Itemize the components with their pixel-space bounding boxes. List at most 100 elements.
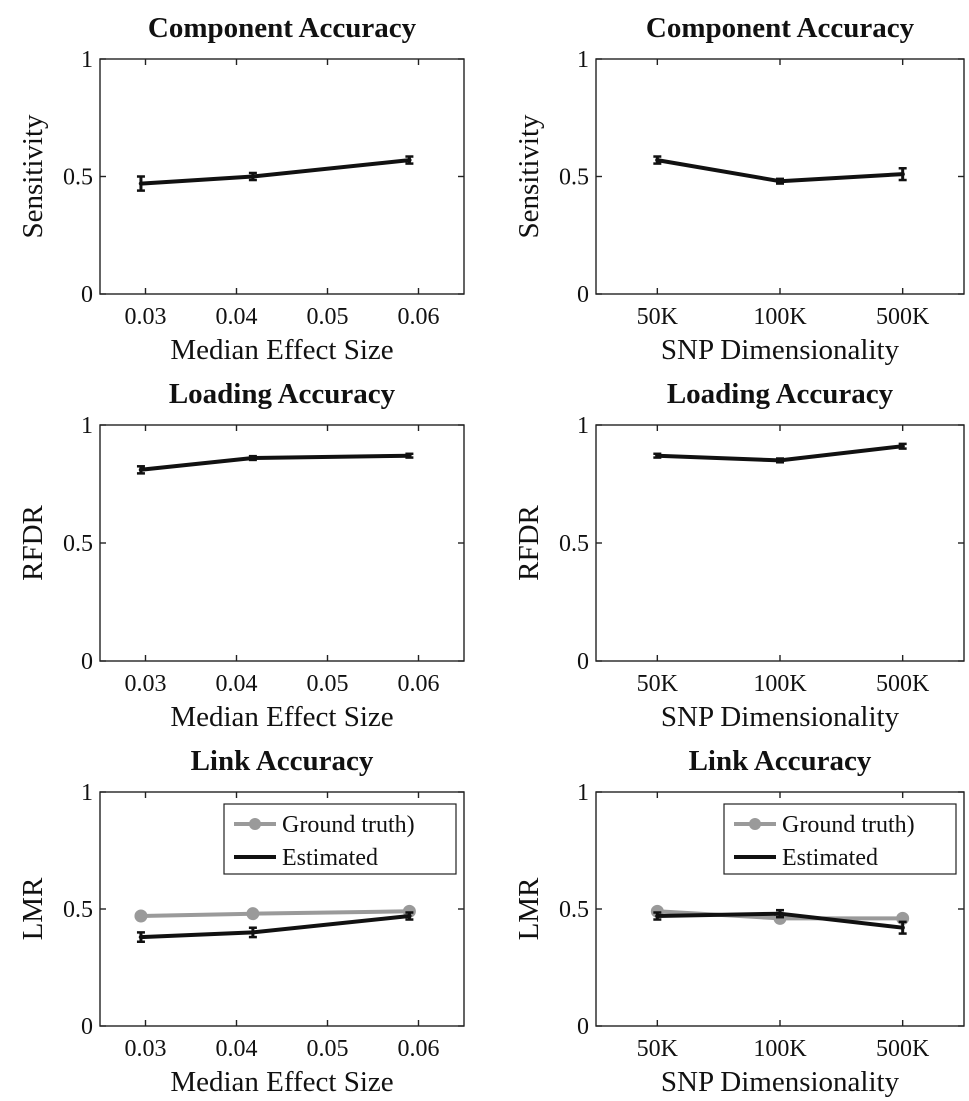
data-point-estimated — [777, 458, 783, 463]
series-line-estimated — [140, 158, 410, 186]
y-tick-label: 0 — [81, 1014, 93, 1040]
data-point-estimated — [138, 934, 144, 940]
y-tick-label: 0 — [81, 282, 93, 308]
data-point-estimated — [655, 157, 660, 163]
x-tick-label: 100K — [753, 1036, 807, 1062]
y-tick-label: 0.5 — [63, 897, 93, 923]
x-axis-label: Median Effect Size — [170, 701, 393, 733]
data-point-estimated — [655, 913, 660, 919]
chart-panel-4: Loading Accuracy 0 0.5 1 50K 100K 500K SNP Dime… — [513, 378, 965, 733]
chart-title: Link Accuracy — [191, 745, 374, 777]
data-point-estimated — [777, 179, 783, 184]
y-axis-label: LMR — [513, 877, 545, 941]
x-tick-label: 0.06 — [398, 671, 440, 697]
y-axis-label: LMR — [17, 877, 49, 941]
x-tick-label: 0.05 — [307, 304, 349, 330]
chart-title: Loading Accuracy — [667, 378, 894, 410]
data-point-estimated — [900, 444, 905, 449]
y-tick-label: 1 — [577, 47, 589, 73]
x-tick-label: 0.03 — [125, 671, 167, 697]
y-tick-label: 0.5 — [63, 165, 93, 191]
y-tick-label: 1 — [81, 780, 93, 806]
legend-label-ground_truth: Ground truth) — [282, 812, 415, 838]
y-axis-label: Sensitivity — [513, 114, 545, 239]
series-line-estimated — [140, 453, 410, 472]
y-axis-label: RFDR — [17, 504, 49, 580]
x-tick-label: 500K — [876, 1036, 930, 1062]
x-tick-label: 0.06 — [398, 304, 440, 330]
legend-box — [723, 803, 957, 875]
x-axis-label: SNP Dimensionality — [661, 1066, 900, 1098]
x-axis-label: Median Effect Size — [170, 334, 393, 366]
plot-frame — [99, 424, 465, 662]
chart-panel-6: Link Accuracy 0 0.5 1 50K 100K 500K SNP Dimensi… — [513, 745, 965, 1098]
y-tick-label: 1 — [81, 47, 93, 73]
x-tick-label: 0.04 — [216, 304, 258, 330]
plot-frame — [99, 58, 465, 295]
y-tick-label: 1 — [577, 413, 589, 439]
legend-marker-ground_truth — [749, 818, 761, 830]
data-point-estimated — [138, 467, 144, 473]
series-line-ground_truth — [140, 909, 410, 918]
chart-panel-5: Link Accuracy 0 0.5 1 0.03 0.04 0.05 0.06Median… — [17, 745, 465, 1098]
x-tick-label: 0.03 — [125, 304, 167, 330]
x-tick-label: 500K — [876, 304, 930, 330]
legend-label-estimated: Estimated — [782, 845, 878, 871]
data-point-ground_truth — [134, 909, 148, 923]
x-axis-label: Median Effect Size — [170, 1066, 393, 1098]
x-tick-label: 50K — [637, 304, 679, 330]
y-tick-label: 1 — [577, 780, 589, 806]
x-tick-label: 0.05 — [307, 1036, 349, 1062]
legend-marker-ground_truth — [249, 818, 261, 830]
y-tick-label: 0 — [81, 649, 93, 675]
chart-panel-1: Component Accuracy 0 0.5 1 0.03 0.04 0.05 0.06M… — [17, 12, 465, 366]
data-point-estimated — [250, 174, 256, 179]
series-line-estimated — [140, 914, 410, 940]
y-tick-label: 0.5 — [63, 531, 93, 557]
y-tick-label: 0 — [577, 282, 589, 308]
legend-label-estimated: Estimated — [282, 845, 378, 871]
data-point-estimated — [407, 453, 412, 458]
data-point-estimated — [900, 925, 905, 930]
x-tick-label: 100K — [753, 671, 807, 697]
y-tick-label: 0 — [577, 649, 589, 675]
x-axis-label: SNP Dimensionality — [661, 334, 900, 366]
x-tick-label: 0.04 — [216, 1036, 258, 1062]
x-tick-label: 500K — [876, 671, 930, 697]
y-tick-label: 0.5 — [559, 165, 589, 191]
chart-title: Component Accuracy — [646, 12, 915, 44]
x-tick-label: 50K — [637, 1036, 679, 1062]
x-tick-label: 0.04 — [216, 671, 258, 697]
y-tick-label: 0.5 — [559, 897, 589, 923]
chart-title: Component Accuracy — [148, 12, 417, 44]
data-point-estimated — [250, 455, 256, 461]
x-tick-label: 50K — [637, 671, 679, 697]
legend: Ground truth) Estimated — [723, 803, 957, 875]
data-point-ground_truth — [246, 907, 260, 921]
data-point-estimated — [655, 453, 660, 458]
x-tick-label: 0.06 — [398, 1036, 440, 1062]
chart-panel-2: Component Accuracy 0 0.5 1 50K 100K 500K SNP Di… — [513, 12, 965, 366]
plot-frame — [595, 58, 965, 295]
x-tick-label: 0.03 — [125, 1036, 167, 1062]
legend-label-ground_truth: Ground truth) — [782, 812, 915, 838]
data-point-estimated — [250, 930, 256, 935]
y-tick-label: 1 — [81, 413, 93, 439]
data-point-estimated — [407, 157, 412, 163]
y-axis-label: RFDR — [513, 504, 545, 580]
x-tick-label: 100K — [753, 304, 807, 330]
x-axis-label: SNP Dimensionality — [661, 701, 900, 733]
legend: Ground truth) Estimated — [223, 803, 457, 875]
y-tick-label: 0.5 — [559, 531, 589, 557]
x-tick-label: 0.05 — [307, 671, 349, 697]
chart-panel-3: Loading Accuracy 0 0.5 1 0.03 0.04 0.05 0.06Med… — [17, 378, 465, 733]
y-axis-label: Sensitivity — [17, 114, 49, 239]
data-point-estimated — [138, 181, 144, 186]
y-tick-label: 0 — [577, 1014, 589, 1040]
data-point-estimated — [777, 911, 783, 916]
data-point-estimated — [900, 171, 905, 177]
chart-title: Link Accuracy — [689, 745, 872, 777]
legend-box — [223, 803, 457, 875]
chart-title: Loading Accuracy — [169, 378, 396, 410]
